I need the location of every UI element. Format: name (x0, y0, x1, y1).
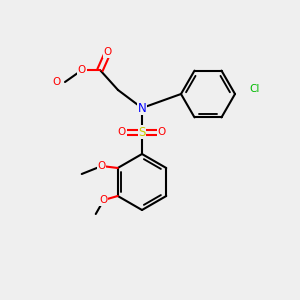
Text: O: O (104, 47, 112, 57)
Text: O: O (53, 77, 61, 87)
Text: O: O (158, 127, 166, 137)
Text: N: N (138, 101, 146, 115)
Text: O: O (100, 195, 108, 205)
Text: Cl: Cl (250, 84, 260, 94)
Text: O: O (98, 161, 106, 171)
Text: S: S (138, 125, 146, 139)
Text: O: O (78, 65, 86, 75)
Text: O: O (118, 127, 126, 137)
